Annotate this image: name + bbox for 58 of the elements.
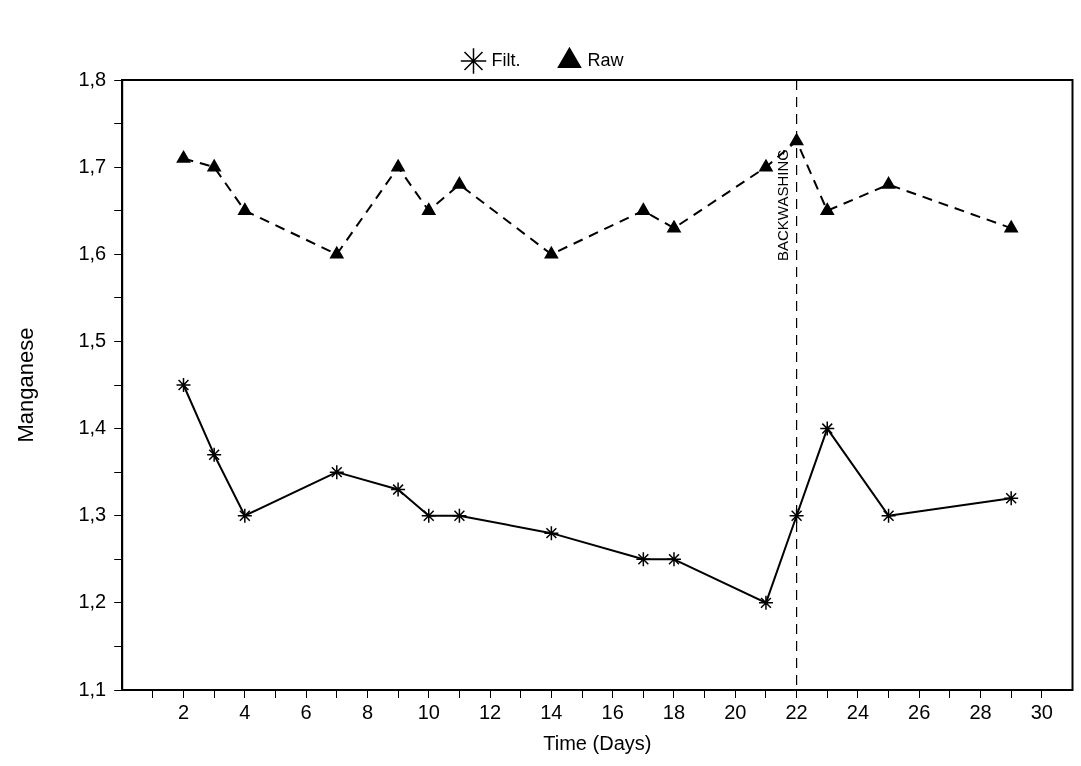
point bbox=[881, 176, 896, 189]
point bbox=[789, 133, 804, 146]
x-tick-label: 28 bbox=[969, 700, 992, 723]
point bbox=[237, 507, 253, 524]
point bbox=[666, 551, 682, 568]
point bbox=[758, 595, 774, 611]
point bbox=[391, 159, 405, 172]
point bbox=[880, 507, 897, 524]
point bbox=[207, 159, 221, 172]
y-tick-label: 1,4 bbox=[78, 416, 107, 439]
point bbox=[1004, 220, 1018, 233]
x-tick-label: 14 bbox=[540, 700, 563, 723]
point bbox=[543, 525, 560, 541]
x-tick-label: 30 bbox=[1030, 700, 1053, 723]
point bbox=[759, 159, 773, 172]
x-tick-label: 12 bbox=[478, 700, 502, 723]
point bbox=[544, 246, 559, 259]
point bbox=[667, 220, 681, 233]
point bbox=[390, 481, 406, 498]
x-tick-label: 4 bbox=[239, 700, 251, 723]
x-tick-label: 20 bbox=[724, 700, 747, 723]
point bbox=[819, 420, 836, 437]
x-tick-label: 22 bbox=[785, 700, 808, 723]
point bbox=[1003, 490, 1019, 507]
point bbox=[788, 507, 805, 524]
y-tick-label: 1,3 bbox=[78, 503, 107, 526]
y-tick-label: 1,5 bbox=[78, 328, 107, 351]
x-axis-title: Time (Days) bbox=[543, 731, 652, 754]
point bbox=[452, 176, 467, 189]
point bbox=[820, 202, 835, 215]
point bbox=[206, 446, 222, 463]
x-tick-label: 6 bbox=[300, 700, 312, 723]
point bbox=[635, 551, 652, 568]
x-tick-label: 26 bbox=[908, 700, 931, 723]
x-tick-label: 18 bbox=[662, 700, 686, 723]
x-tick-label: 24 bbox=[846, 700, 870, 723]
point bbox=[451, 507, 468, 524]
y-tick-label: 1,7 bbox=[78, 154, 107, 177]
point bbox=[421, 202, 436, 215]
x-tick-label: 8 bbox=[361, 700, 373, 723]
x-tick-label: 16 bbox=[601, 700, 624, 723]
y-tick-label: 1,2 bbox=[78, 590, 107, 613]
x-tick-label: 2 bbox=[177, 700, 190, 723]
point bbox=[636, 202, 651, 215]
y-tick-label: 1,1 bbox=[78, 677, 107, 700]
y-axis-title: Manganese bbox=[13, 327, 39, 443]
point bbox=[329, 464, 345, 480]
point bbox=[238, 202, 252, 215]
legend-label: Raw bbox=[587, 49, 625, 70]
ref-line-label: BACKWASHING bbox=[774, 149, 792, 261]
y-tick-label: 1,8 bbox=[78, 67, 107, 90]
x-tick-label: 10 bbox=[417, 700, 440, 723]
point bbox=[176, 150, 191, 163]
point bbox=[329, 246, 344, 259]
legend-label: Filt. bbox=[491, 49, 521, 70]
y-tick-label: 1,6 bbox=[78, 241, 107, 264]
point bbox=[421, 507, 437, 524]
point bbox=[175, 377, 192, 393]
